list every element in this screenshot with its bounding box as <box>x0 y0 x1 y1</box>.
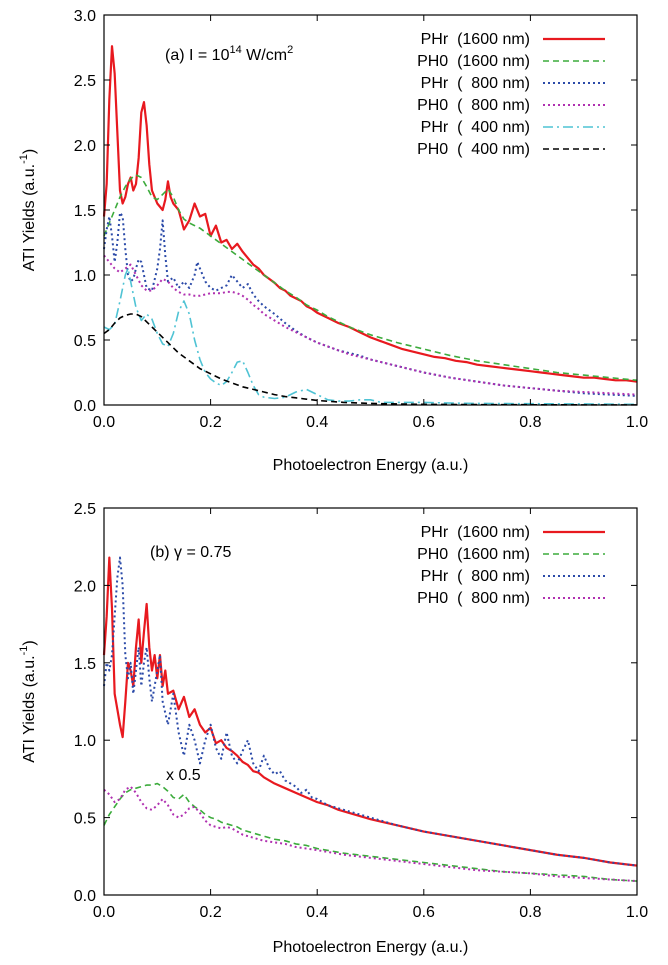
legend-label-0: PHr (1600 nm) <box>421 31 530 48</box>
annotation-sup: 2 <box>287 44 293 56</box>
series-line-1 <box>103 174 638 382</box>
x-tick-label: 0.6 <box>413 414 435 431</box>
y-tick-label: 0.5 <box>74 811 96 828</box>
y-tick-label: 1.0 <box>74 733 96 750</box>
legend-label-0: PHr (1600 nm) <box>421 524 530 541</box>
x-tick-label: 1.0 <box>626 904 648 921</box>
series-group <box>102 556 638 883</box>
x-tick-label: 0.8 <box>519 414 541 431</box>
scale-annotation: x 0.5 <box>166 767 201 784</box>
x-tick-label: 0.6 <box>413 904 435 921</box>
annotation-part: (a) I = 10 <box>165 47 230 64</box>
legend-label-2: PHr ( 800 nm) <box>421 568 530 585</box>
series-line-0 <box>102 556 638 867</box>
series-line-2 <box>103 211 638 397</box>
x-tick-label: 0.8 <box>519 904 541 921</box>
y-tick-label: 2.0 <box>74 138 96 155</box>
x-axis: 0.0 0.2 0.4 0.6 0.8 1.0 <box>93 508 648 921</box>
series-group <box>102 45 638 406</box>
y-axis-title-end: ) <box>21 149 38 154</box>
y-tick-label: 2.5 <box>74 73 96 90</box>
y-axis-title-sup: -1 <box>18 154 30 164</box>
legend-label-3: PH0 ( 800 nm) <box>417 590 530 607</box>
panel-a-chart: 0.0 0.2 0.4 0.6 0.8 1.0 0.0 0.5 1.0 1.5 2.0 2.5 3.0 P… <box>18 8 648 474</box>
annotation-sup: 14 <box>229 44 241 56</box>
y-axis-title: ATI Yields (a.u.-1) <box>18 640 38 762</box>
y-tick-label: 2.0 <box>74 578 96 595</box>
legend-label-2: PHr ( 800 nm) <box>421 75 530 92</box>
legend: PHr (1600 nm) PH0 (1600 nm) PHr ( 800 nm) P… <box>417 524 605 607</box>
y-axis-title-main: ATI Yields (a.u. <box>21 655 38 762</box>
x-tick-label: 0.0 <box>93 904 115 921</box>
series-line-5 <box>103 313 637 406</box>
legend-label-1: PH0 (1600 nm) <box>417 546 530 563</box>
y-tick-label: 1.5 <box>74 203 96 220</box>
y-axis: 0.0 0.5 1.0 1.5 2.0 2.5 <box>74 501 637 905</box>
series-line-4 <box>103 267 638 406</box>
panel-annotation: (b) γ = 0.75 <box>150 544 231 561</box>
x-tick-label: 1.0 <box>626 414 648 431</box>
y-tick-label: 1.5 <box>74 656 96 673</box>
y-axis-title: ATI Yields (a.u.-1) <box>18 149 38 271</box>
annotation-part: W/cm <box>242 47 287 64</box>
series-line-3 <box>103 254 638 396</box>
x-tick-label: 0.4 <box>306 414 328 431</box>
legend-label-1: PH0 (1600 nm) <box>417 53 530 70</box>
x-axis-title: Photoelectron Energy (a.u.) <box>273 457 469 474</box>
x-tick-label: 0.2 <box>199 904 221 921</box>
x-axis: 0.0 0.2 0.4 0.6 0.8 1.0 <box>93 15 648 431</box>
legend-label-4: PHr ( 400 nm) <box>421 119 530 136</box>
legend-label-3: PH0 ( 800 nm) <box>417 97 530 114</box>
legend-label-5: PH0 ( 400 nm) <box>417 141 530 158</box>
y-tick-label: 0.0 <box>74 888 96 905</box>
y-axis-title-sup: -1 <box>18 646 30 656</box>
x-tick-label: 0.4 <box>306 904 328 921</box>
y-axis-title-main: ATI Yields (a.u. <box>21 164 38 271</box>
y-axis-title-end: ) <box>21 640 38 645</box>
y-tick-label: 0.5 <box>74 333 96 350</box>
y-tick-label: 0.0 <box>74 398 96 415</box>
y-tick-label: 2.5 <box>74 501 96 518</box>
y-tick-label: 3.0 <box>74 8 96 25</box>
series-line-3 <box>103 785 638 883</box>
plot-frame <box>103 14 638 406</box>
x-tick-label: 0.2 <box>199 414 221 431</box>
series-line-0 <box>102 45 638 383</box>
x-axis-title: Photoelectron Energy (a.u.) <box>273 939 469 956</box>
y-tick-label: 1.0 <box>74 268 96 285</box>
x-tick-label: 0.0 <box>93 414 115 431</box>
y-axis: 0.0 0.5 1.0 1.5 2.0 2.5 3.0 <box>74 8 637 415</box>
legend: PHr (1600 nm) PH0 (1600 nm) PHr ( 800 nm) P… <box>417 31 605 158</box>
panel-annotation: (a) I = 1014 W/cm2 <box>165 44 293 64</box>
plot-frame <box>103 507 638 896</box>
panel-b-chart: 0.0 0.2 0.4 0.6 0.8 1.0 0.0 0.5 1.0 1.5 2.0 2.5 Phot… <box>18 501 648 956</box>
series-line-1 <box>103 782 638 882</box>
